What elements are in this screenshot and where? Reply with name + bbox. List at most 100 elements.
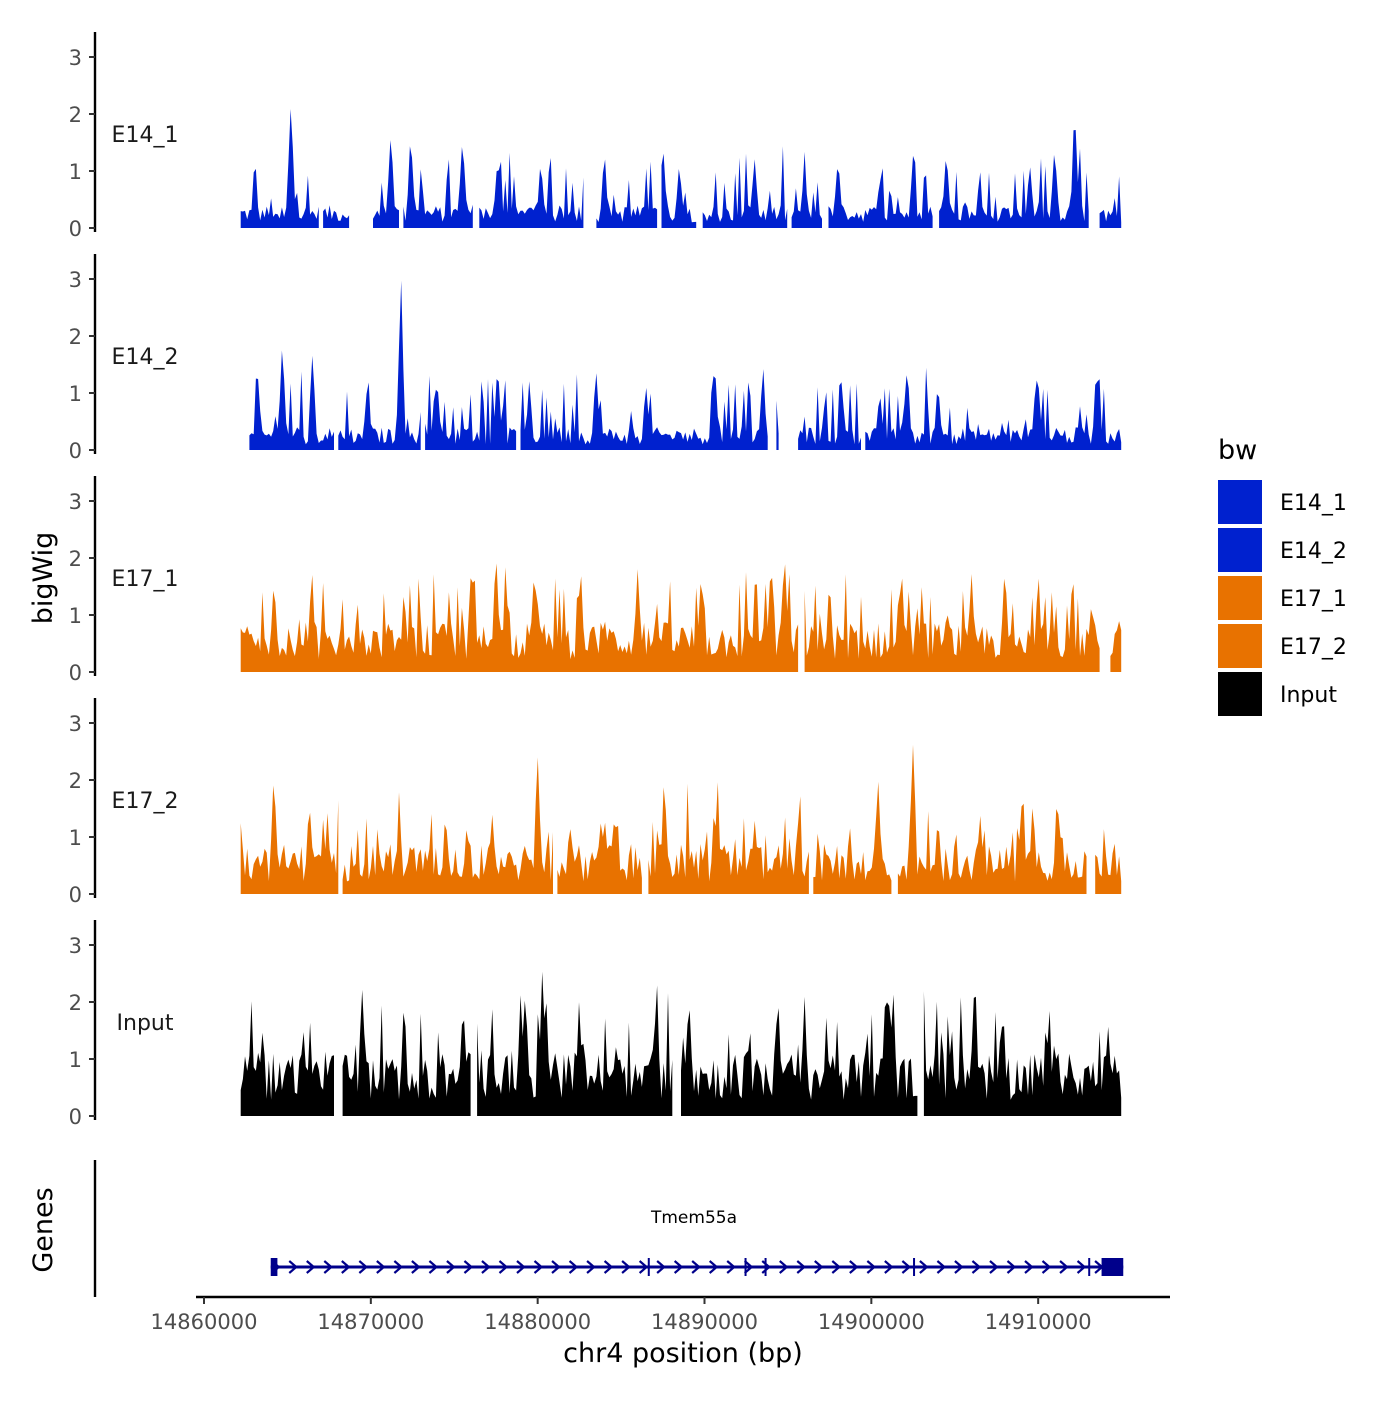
gene-name-label: Tmem55a [650,1208,737,1228]
signal-area-E14_1 [240,109,319,228]
y-tick-label: 3 [69,268,82,292]
legend-label: E14_2 [1280,539,1347,564]
signal-area-E17_1 [1110,621,1122,672]
track-Input: 0 1 2 3 Input [69,920,1122,1129]
signal-area-E14_1 [791,151,822,228]
tracks-layer: 0 1 2 3 E14_1 0 1 2 3 E14_2 0 1 2 3 E17_1 0 1 2 3 E17_2 0 1 2 3… [69,32,1122,1129]
x-axis: 14860000 14870000 14880000 14890000 14900000… [151,1295,1170,1334]
strand-arrow [341,1260,351,1274]
gene-Tmem55a: Tmem55a [270,1208,1124,1276]
genes-panel: Tmem55a [93,1160,1124,1297]
legend-swatch [1218,672,1262,716]
track-E17_2: 0 1 2 3 E17_2 [69,698,1122,907]
y-tick-label: 0 [69,439,82,463]
signal-area-E14_1 [828,155,933,228]
x-tick-label: 14880000 [484,1310,591,1334]
track-label: E17_2 [112,789,179,814]
strand-arrow [656,1260,666,1274]
legend: bw E14_1 E14_2 E17_1 E17_2 Input [1218,435,1347,716]
legend-title: bw [1218,435,1257,466]
signal-area-Input [681,994,918,1116]
gene-exon [764,1258,767,1276]
gene-exon [1101,1258,1124,1276]
strand-arrow [428,1260,439,1274]
strand-arrow [1024,1260,1034,1274]
strand-arrow [516,1260,526,1274]
y-tick-label: 1 [69,160,82,184]
y-tick-label: 3 [69,46,82,70]
signal-area-E17_2 [342,757,553,894]
strand-arrow [446,1260,456,1274]
signal-area-E17_2 [1095,829,1122,894]
strand-arrow [411,1260,421,1274]
strand-arrow [1006,1260,1017,1274]
strand-arrow [306,1260,316,1274]
y-axis-title: bigWig [28,532,59,625]
y-tick-label: 1 [69,604,82,628]
x-tick-label: 14890000 [651,1310,758,1334]
strand-arrow [603,1260,614,1274]
genes-panel-title: Genes [28,1187,59,1272]
strand-arrow [936,1260,947,1274]
strand-arrow [919,1260,929,1274]
x-tick-label: 14900000 [818,1310,925,1334]
signal-area-E14_1 [403,146,473,228]
signal-area-E17_1 [804,574,1100,672]
signal-area-E14_1 [1099,176,1122,228]
strand-arrow [849,1260,859,1274]
y-tick-label: 0 [69,217,82,241]
signal-area-E17_2 [897,744,1087,894]
track-E14_1: 0 1 2 3 E14_1 [69,32,1122,241]
gene-exon [913,1258,916,1276]
legend-label: E17_2 [1280,635,1347,660]
track-E17_1: 0 1 2 3 E17_1 [69,476,1122,685]
signal-area-E17_2 [557,822,642,894]
signal-area-Input [923,991,1122,1116]
strand-arrow [726,1260,736,1274]
signal-area-E14_2 [865,367,1122,450]
signal-area-Input [342,989,471,1116]
strand-arrow [463,1260,474,1274]
signal-area-E14_2 [249,350,334,450]
strand-arrow [376,1260,386,1274]
signal-area-E14_2 [520,369,768,450]
gene-exon [1088,1258,1091,1276]
y-tick-label: 0 [69,883,82,907]
strand-arrow [358,1260,369,1274]
strand-arrow [884,1260,894,1274]
strand-arrow [1076,1260,1087,1274]
strand-arrow [1059,1260,1069,1274]
y-tick-label: 1 [69,1048,82,1072]
x-tick-label: 14870000 [317,1310,424,1334]
legend-label: E14_1 [1280,491,1347,516]
y-tick-label: 2 [69,991,82,1015]
legend-swatch [1218,624,1262,668]
y-tick-label: 3 [69,712,82,736]
signal-area-E14_1 [373,140,399,228]
signal-area-E14_1 [479,152,584,228]
signal-area-E17_1 [240,563,799,672]
signal-area-E14_1 [702,146,788,228]
signal-area-E17_2 [813,781,892,894]
strand-arrow [288,1260,298,1274]
strand-arrow [621,1260,631,1274]
strand-arrow [393,1260,404,1274]
signal-area-E14_2 [338,280,421,450]
strand-arrow [743,1260,754,1274]
strand-arrow [954,1260,964,1274]
signal-area-E17_2 [648,782,809,894]
strand-arrow [323,1260,333,1274]
signal-area-E14_1 [596,159,658,228]
signal-area-E14_1 [323,205,350,228]
strand-arrow [498,1260,509,1274]
strand-arrow [866,1260,877,1274]
signal-area-E17_2 [240,785,339,894]
x-axis-title: chr4 position (bp) [563,1338,803,1369]
strand-arrow [691,1260,701,1274]
track-E14_2: 0 1 2 3 E14_2 [69,254,1122,463]
y-tick-label: 3 [69,934,82,958]
signal-area-E14_2 [798,382,861,450]
y-tick-label: 2 [69,547,82,571]
